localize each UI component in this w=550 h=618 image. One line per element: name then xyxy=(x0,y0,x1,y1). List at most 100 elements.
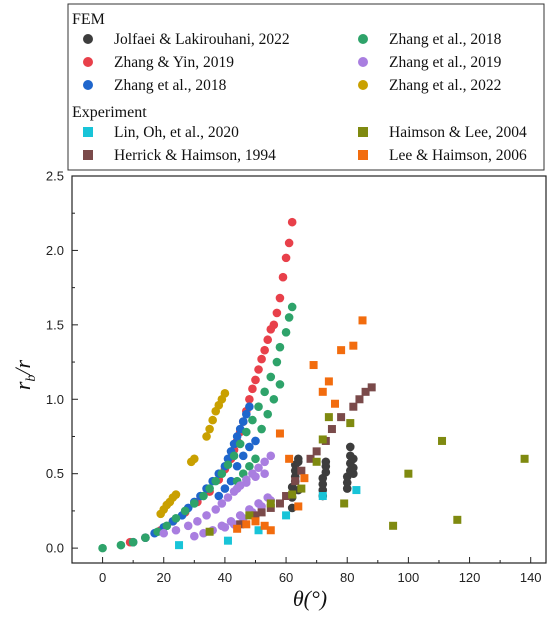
data-point xyxy=(245,394,254,404)
data-point xyxy=(275,293,285,303)
data-point xyxy=(208,415,217,425)
data-point xyxy=(342,478,352,487)
data-point xyxy=(180,506,190,516)
x-tick-label: 140 xyxy=(520,570,542,585)
data-point xyxy=(337,346,346,355)
legend-label: Zhang et al., 2022 xyxy=(389,77,501,94)
data-point xyxy=(254,463,263,473)
data-point xyxy=(367,383,376,392)
data-point xyxy=(98,543,107,553)
legend-marker xyxy=(83,80,93,90)
data-point xyxy=(217,499,227,508)
data-point xyxy=(349,341,358,350)
data-point xyxy=(321,457,331,467)
legend-label: Zhang et al., 2018 xyxy=(114,77,227,94)
y-axis-title: rb/r xyxy=(10,359,39,390)
data-point xyxy=(190,454,199,464)
data-point xyxy=(251,436,260,446)
data-point xyxy=(266,451,276,461)
legend-item-lee-haimson-2006: Lee & Haimson, 2006 xyxy=(358,147,527,164)
data-point xyxy=(297,484,306,493)
data-point xyxy=(318,479,328,489)
legend-marker xyxy=(358,127,368,137)
data-point xyxy=(287,217,297,227)
data-point xyxy=(349,463,358,473)
data-point xyxy=(254,365,263,374)
data-point xyxy=(327,425,336,434)
data-point xyxy=(291,477,300,486)
data-point xyxy=(245,442,254,452)
series-lee-haimson-2006-9 xyxy=(233,316,367,535)
y-axis-title-r: r xyxy=(10,381,35,390)
data-point xyxy=(232,432,242,441)
data-point xyxy=(269,394,279,404)
data-point xyxy=(337,413,346,422)
data-point xyxy=(260,457,269,467)
data-point xyxy=(254,402,263,412)
data-point xyxy=(128,537,138,547)
data-point xyxy=(275,342,285,352)
data-point xyxy=(254,526,263,535)
series-lin-oh-et-al-2020-6 xyxy=(175,486,361,550)
data-point xyxy=(438,436,447,445)
legend-marker xyxy=(358,80,368,90)
data-point xyxy=(211,476,221,486)
data-point xyxy=(214,491,224,501)
data-point xyxy=(205,424,214,434)
data-point xyxy=(190,531,199,541)
legend: FEM Experiment Jolfaei & Lakirouhani, 2022… xyxy=(67,3,545,171)
x-tick-label: 60 xyxy=(279,570,293,585)
data-point xyxy=(266,503,275,512)
data-point xyxy=(229,439,239,449)
legend-item-herrick-haimson-1994: Herrick & Haimson, 1994 xyxy=(83,147,276,164)
data-point xyxy=(324,413,333,422)
data-point xyxy=(223,536,232,545)
data-point xyxy=(171,525,181,535)
y-tick-label: 2.5 xyxy=(46,169,64,184)
data-point xyxy=(236,520,245,529)
legend-marker xyxy=(83,34,93,44)
data-point xyxy=(260,521,269,530)
data-point xyxy=(205,527,214,536)
data-point xyxy=(205,484,214,493)
data-point xyxy=(217,469,227,478)
data-point xyxy=(260,345,269,355)
data-point xyxy=(389,521,398,530)
legend-label: Zhang et al., 2018 xyxy=(389,31,502,48)
data-point xyxy=(233,524,242,533)
legend-label: Herrick & Haimson, 1994 xyxy=(114,147,276,164)
y-tick-label: 0.5 xyxy=(46,466,64,481)
data-point xyxy=(248,415,257,425)
data-point xyxy=(175,541,184,550)
data-point xyxy=(245,402,254,412)
data-point xyxy=(293,454,303,464)
data-point xyxy=(211,505,221,514)
data-point xyxy=(287,302,297,312)
data-point xyxy=(159,528,169,538)
series-zhang-et-al-2022-5 xyxy=(156,389,230,519)
data-point xyxy=(220,484,230,493)
data-point xyxy=(361,387,370,396)
data-point xyxy=(275,429,284,438)
data-marks xyxy=(98,217,529,553)
data-point xyxy=(162,521,172,531)
x-tick-label: 80 xyxy=(340,570,354,585)
data-point xyxy=(318,492,327,501)
data-point xyxy=(242,409,251,419)
legend-marker xyxy=(83,127,93,137)
data-point xyxy=(349,454,358,464)
data-point xyxy=(266,526,275,535)
data-point xyxy=(272,357,282,367)
y-axis-title-sub: b xyxy=(24,375,39,382)
legend-item-zhang-yin-2019: Zhang & Yin, 2019 xyxy=(83,54,234,71)
data-point xyxy=(349,469,358,478)
data-point xyxy=(251,517,260,526)
data-point xyxy=(235,439,245,449)
data-point xyxy=(453,515,462,524)
data-point xyxy=(318,387,327,396)
data-point xyxy=(263,335,273,345)
data-point xyxy=(342,484,352,493)
data-point xyxy=(260,387,269,397)
data-point xyxy=(284,313,294,322)
legend-box xyxy=(67,3,545,171)
